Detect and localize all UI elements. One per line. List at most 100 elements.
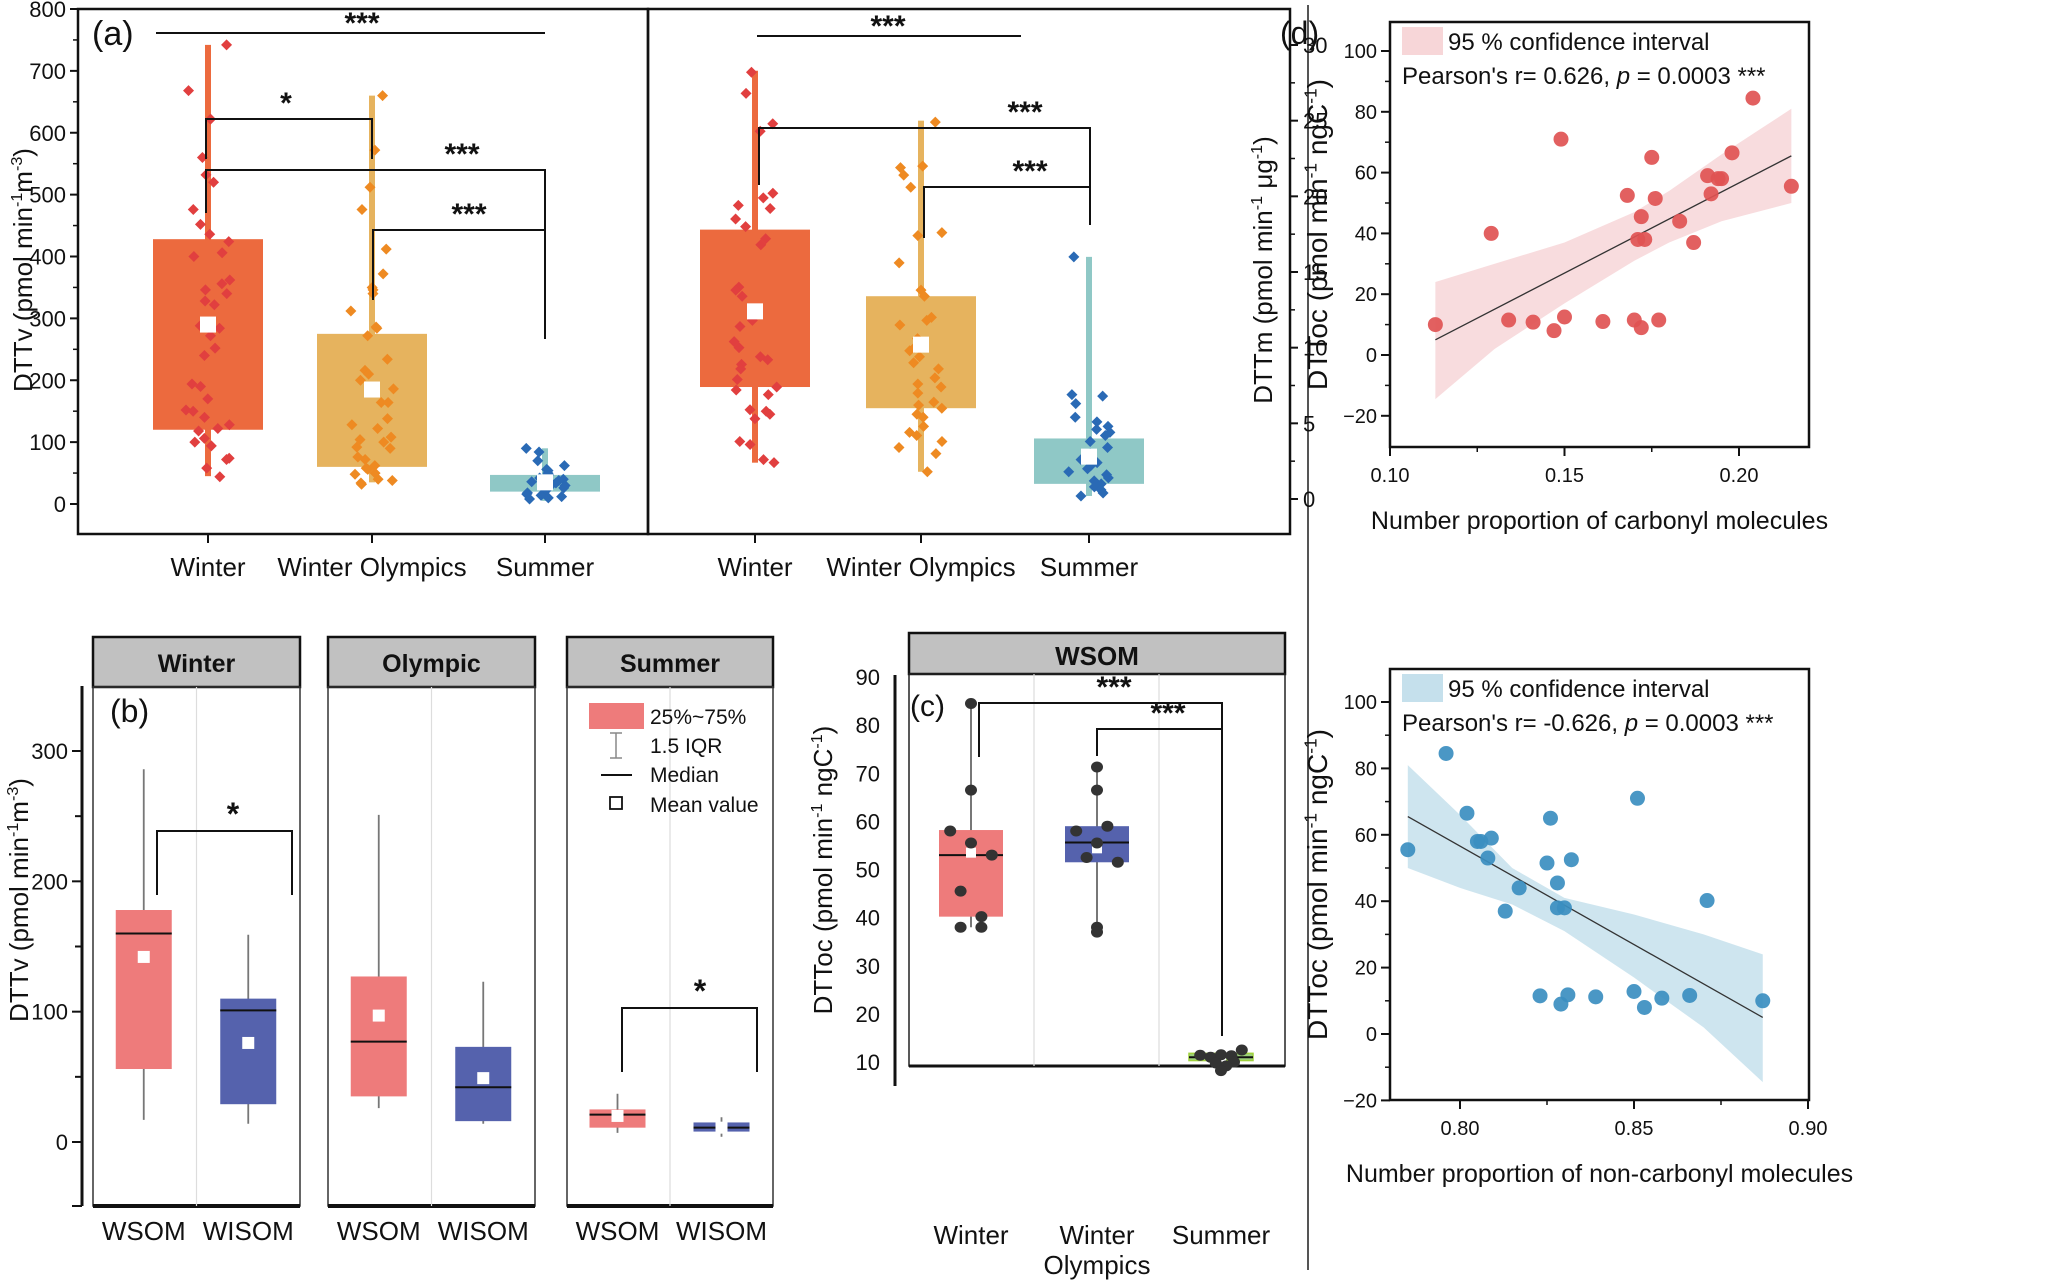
mean-marker [747,303,763,320]
data-point [965,784,977,796]
data-point [1619,187,1635,203]
data-point [1102,442,1114,454]
data-point [936,402,948,414]
y-tick-label: −20 [1343,1090,1377,1112]
data-point [346,419,358,431]
data-point [965,837,977,849]
x-tick-label: WISOM [676,1216,767,1246]
data-point [929,372,941,384]
data-point [730,213,742,225]
annotation-p: p [1624,710,1638,737]
regression-line [1407,815,1764,1018]
x-tick-label: Winter Olympics [277,552,466,582]
data-point [362,463,374,475]
x-tick-label: 0.80 [1441,1118,1480,1140]
y-tick-label: 300 [31,739,68,764]
data-point [387,383,399,395]
data-point [1511,880,1527,896]
x-tick-label: Winter Olympics [826,552,1015,582]
legend-label: 95 % confidence interval [1448,29,1710,56]
ylabel-text: DTToc (pmol min [1302,178,1333,390]
sig-winter-bracket [156,830,293,895]
mean-marker [1081,448,1097,465]
data-point [762,389,774,401]
y-tick-label: 30 [856,954,880,979]
data-point [1636,999,1652,1015]
data-point [1647,190,1663,206]
data-point [209,342,221,354]
ylabel-text: ngC [1302,754,1333,813]
y-tick-label: 700 [29,59,66,84]
ylabel-text: DTTv (pmol min [4,837,34,1022]
y-tick-label: 80 [1355,758,1377,780]
data-point [1075,490,1087,502]
data-point [935,381,947,393]
data-point [1091,416,1103,428]
annotation-suffix: = 0.0003 *** [1638,710,1773,737]
confidence-band [1435,108,1792,400]
data-point [735,363,747,375]
y-axis-label-right: DTTm (pmol min-1 μg-1) [1248,136,1278,404]
annotation-prefix: Pearson's r= -0.626, [1402,710,1625,737]
y-tick-label: 50 [856,858,880,883]
box-iqr [317,333,427,467]
data-point [1783,178,1799,194]
data-point [221,288,233,300]
legend-swatch-iqr [589,703,644,729]
y-tick-label: 15 [1303,260,1327,285]
ylabel-superscript: -1 [1300,813,1320,828]
data-point [377,268,389,280]
data-point [1703,186,1719,202]
y-tick-label: 10 [1303,336,1327,361]
data-point [1101,820,1114,832]
data-point [1595,314,1611,330]
ylabel-superscript: -1 [808,734,826,748]
y-tick-label: 100 [29,430,66,455]
legend-swatch-mean [609,796,623,810]
data-point [732,199,744,211]
mean-marker [537,474,553,491]
sig-winter-label: * [227,796,240,832]
data-point [201,462,213,474]
ylabel-superscript: -3 [4,787,22,801]
data-point [1532,988,1548,1004]
data-point [204,228,216,240]
y-tick-label: 500 [29,183,66,208]
y-tick-label: 200 [29,368,66,393]
x-tick-label: 0.85 [1615,1118,1654,1140]
data-point [187,203,199,215]
data-point [194,218,206,230]
data-point [764,408,776,420]
sig-winter-olympics-label: * [280,87,292,120]
ylabel-superscript: -1 [808,804,826,818]
data-point [1483,225,1499,241]
mean-marker [372,1009,385,1022]
data-point [180,404,192,416]
y-tick-label: 10 [856,1050,880,1075]
ylabel-text: DTToc (pmol min [1302,828,1333,1040]
x-axis-label: Number proportion of non-carbonyl molecu… [1346,1160,1853,1188]
y-tick-label: 0 [1303,487,1315,512]
data-point [1066,389,1078,401]
y-tick-label: 0 [1366,1024,1377,1046]
data-point [186,378,198,390]
data-point [542,492,554,504]
data-point [1194,1049,1207,1061]
correlation-annotation: Pearson's r= 0.626, p = 0.0003 *** [1402,63,1766,90]
legend-swatch [1402,27,1443,55]
x-tick-label: Summer [496,552,595,582]
y-axis-label: DTToc (pmol min-1 ngC-1) [1300,79,1333,390]
mean-marker [913,336,929,353]
data-point [1097,390,1109,402]
y-axis-label: DTTv (pmol min-1m-3) [4,778,34,1022]
x-tick-label: Winter [170,552,245,582]
data-point [377,90,389,102]
y-tick-label: 0 [1366,345,1377,367]
y-tick-label: 800 [29,0,66,22]
sig-label: *** [870,10,905,43]
data-point [1091,423,1103,435]
data-point [1111,856,1124,868]
panel-label: (b) [110,693,149,729]
data-point [520,442,532,454]
data-point [917,411,929,423]
